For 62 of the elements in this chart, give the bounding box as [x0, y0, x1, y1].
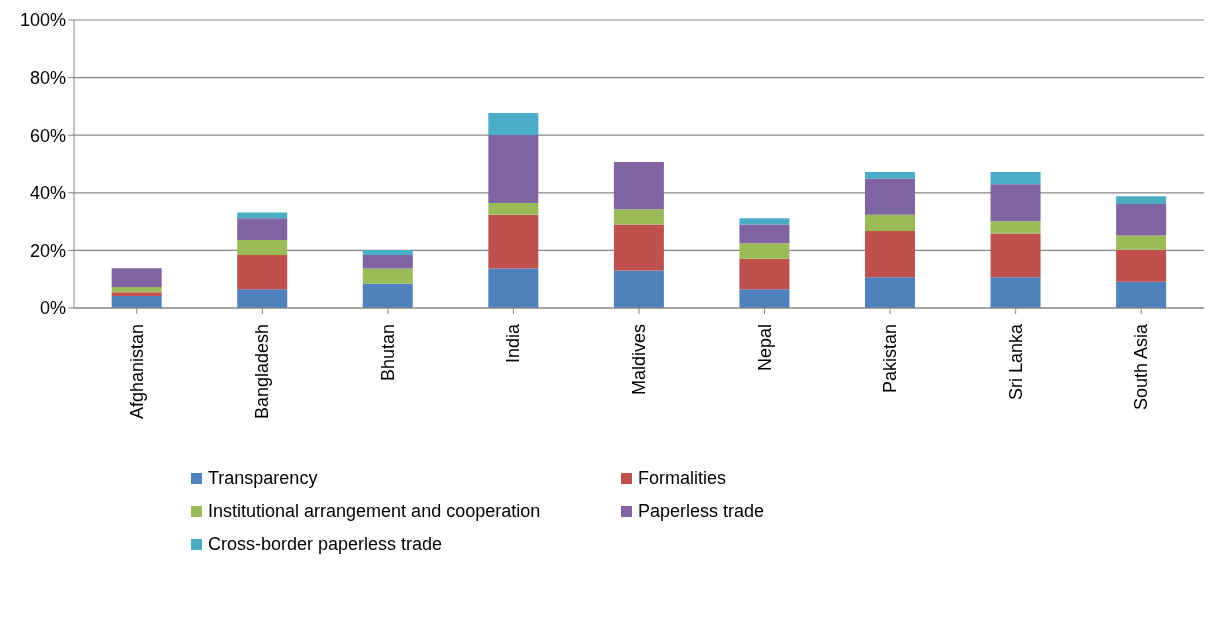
- legend-label: Paperless trade: [638, 501, 765, 522]
- y-tick-label: 20%: [29, 240, 66, 261]
- bar: [739, 218, 790, 225]
- legend-label: Institutional arrangement and cooperation: [208, 501, 541, 522]
- bar: [362, 268, 413, 284]
- x-tick-label: Nepal: [754, 324, 775, 372]
- bar: [488, 134, 539, 203]
- x-tick-label: India: [503, 323, 524, 364]
- bar: [237, 289, 288, 308]
- bar: [237, 212, 288, 219]
- bar: [362, 283, 413, 308]
- bar: [613, 209, 664, 225]
- bar: [111, 295, 162, 308]
- bar: [739, 224, 790, 244]
- x-tick-label: Pakistan: [880, 324, 901, 394]
- bar: [488, 113, 539, 135]
- bar: [865, 214, 915, 232]
- y-tick-label: 0%: [39, 298, 66, 319]
- x-tick-label: South Asia: [1131, 323, 1152, 411]
- y-tick-label: 100%: [19, 10, 66, 31]
- bar: [990, 277, 1041, 308]
- x-tick-label: Afghanistan: [126, 324, 147, 420]
- legend-label: Transparency: [208, 468, 318, 489]
- legend-label: Formalities: [638, 468, 727, 489]
- bar: [111, 292, 162, 296]
- bar: [990, 221, 1041, 234]
- bar: [1116, 196, 1167, 205]
- x-tick-label: Bhutan: [377, 324, 398, 382]
- bar: [865, 277, 915, 308]
- bar: [865, 178, 915, 215]
- bar: [1116, 249, 1167, 282]
- bar: [613, 224, 664, 271]
- bar: [237, 240, 288, 256]
- bar: [1116, 204, 1167, 236]
- bar: [990, 233, 1041, 278]
- bar: [488, 268, 539, 308]
- bar: [739, 258, 790, 290]
- x-tick-label: Maldives: [629, 324, 649, 396]
- bar: [488, 202, 539, 215]
- bar: [111, 286, 162, 293]
- legend-label: Cross-border paperless trade: [208, 534, 443, 555]
- bar: [1116, 235, 1167, 250]
- bar: [865, 231, 915, 278]
- x-tick-label: Sri Lanka: [1005, 323, 1026, 401]
- x-tick-label: Bangladesh: [252, 324, 273, 420]
- bar: [237, 255, 288, 290]
- bar: [1116, 281, 1167, 308]
- bar: [865, 172, 915, 179]
- bar: [613, 270, 664, 308]
- bar: [362, 250, 413, 256]
- bar: [362, 255, 413, 269]
- y-tick-label: 60%: [29, 125, 66, 146]
- bar: [990, 172, 1041, 185]
- bar: [111, 268, 162, 287]
- bar: [990, 184, 1041, 222]
- bar: [613, 161, 664, 210]
- y-tick-label: 80%: [29, 67, 66, 88]
- bar: [739, 243, 790, 259]
- bar: [488, 214, 539, 269]
- bar: [237, 218, 288, 241]
- y-tick-label: 40%: [29, 183, 66, 204]
- bar: [739, 289, 790, 308]
